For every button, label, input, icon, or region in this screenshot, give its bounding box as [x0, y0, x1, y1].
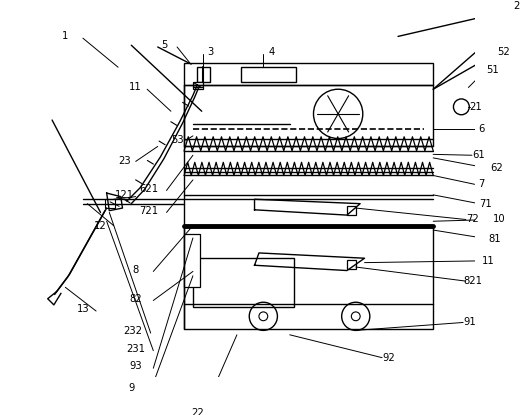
- Text: 71: 71: [480, 199, 492, 209]
- Bar: [347, 260, 356, 269]
- Text: 62: 62: [490, 164, 503, 173]
- Text: 53: 53: [171, 135, 184, 145]
- Text: 23: 23: [118, 156, 130, 166]
- Bar: [197, 67, 210, 82]
- Text: 5: 5: [161, 40, 168, 50]
- Text: 621: 621: [139, 184, 158, 194]
- Text: 10: 10: [493, 215, 505, 225]
- Bar: [184, 227, 433, 329]
- Text: 821: 821: [463, 276, 482, 286]
- Bar: [193, 82, 204, 89]
- Text: 93: 93: [129, 361, 142, 371]
- Text: 11: 11: [481, 256, 494, 266]
- Text: 12: 12: [94, 221, 107, 231]
- Text: 1: 1: [62, 32, 68, 42]
- Text: 11: 11: [129, 83, 142, 93]
- Text: 82: 82: [129, 294, 142, 304]
- Text: 22: 22: [191, 408, 204, 415]
- Text: 9: 9: [128, 383, 135, 393]
- Text: 2: 2: [513, 0, 520, 11]
- Bar: [347, 206, 356, 215]
- Text: 3: 3: [207, 47, 214, 57]
- Text: 92: 92: [383, 353, 396, 363]
- Text: 232: 232: [124, 326, 143, 336]
- Text: 721: 721: [139, 206, 158, 216]
- Bar: [105, 199, 116, 208]
- Bar: [241, 67, 296, 82]
- Text: 61: 61: [472, 150, 485, 160]
- Text: 51: 51: [487, 65, 499, 75]
- Text: 21: 21: [469, 102, 482, 112]
- Text: 81: 81: [489, 234, 501, 244]
- Text: 231: 231: [126, 344, 145, 354]
- Text: 8: 8: [133, 265, 139, 275]
- Bar: [184, 234, 200, 287]
- Text: 13: 13: [77, 304, 89, 314]
- Text: 6: 6: [479, 124, 485, 134]
- Bar: [184, 63, 433, 146]
- Text: 52: 52: [497, 47, 510, 57]
- Text: 121: 121: [115, 190, 134, 200]
- Text: 4: 4: [269, 47, 275, 57]
- Text: 7: 7: [479, 179, 485, 189]
- Text: 72: 72: [467, 215, 479, 225]
- Bar: [193, 258, 294, 307]
- Text: 91: 91: [464, 317, 477, 327]
